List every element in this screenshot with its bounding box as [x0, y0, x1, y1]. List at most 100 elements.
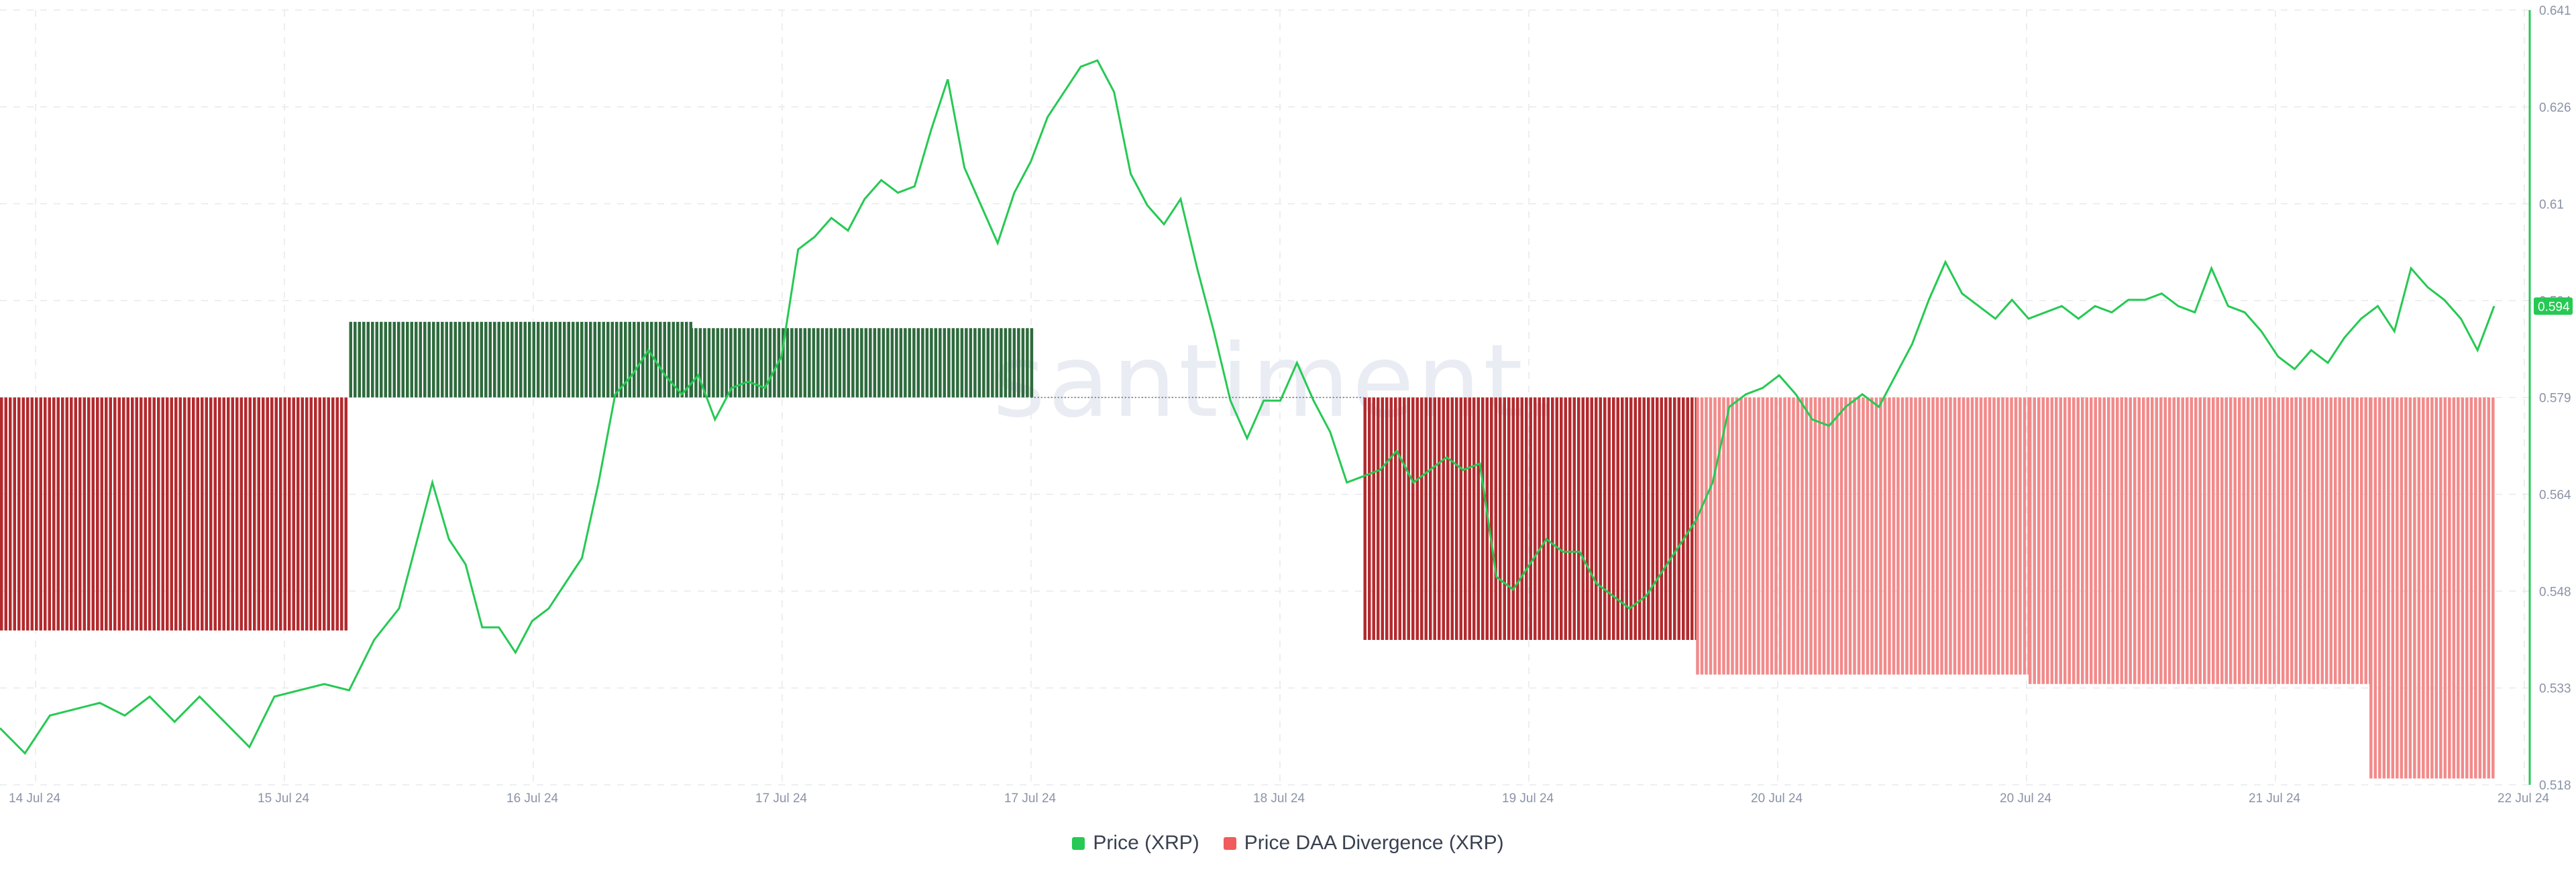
- divergence-bar: [48, 397, 51, 631]
- divergence-bar: [1398, 397, 1402, 641]
- divergence-bar: [820, 328, 824, 398]
- divergence-bar: [1450, 397, 1454, 641]
- divergence-bar: [2417, 397, 2421, 779]
- divergence-bar: [371, 321, 374, 398]
- divergence-bar: [633, 321, 636, 398]
- y-tick-label: 0.533: [2539, 682, 2571, 696]
- divergence-bar: [96, 397, 99, 631]
- divergence-bar: [2281, 397, 2285, 684]
- divergence-bar: [960, 328, 964, 398]
- divergence-bar: [2286, 397, 2289, 684]
- divergence-bar: [1770, 397, 1774, 675]
- divergence-bar: [2185, 397, 2189, 684]
- divergence-bar: [973, 328, 977, 398]
- divergence-bar: [2216, 397, 2219, 684]
- divergence-bar: [2259, 397, 2263, 684]
- divergence-bar: [70, 397, 73, 631]
- divergence-bar: [1774, 397, 1778, 675]
- divergence-bar: [117, 397, 121, 631]
- divergence-bar: [1866, 397, 1870, 675]
- divergence-bar: [799, 328, 802, 398]
- divergence-bar: [445, 321, 449, 398]
- divergence-bar: [1656, 397, 1659, 641]
- divergence-bar: [449, 321, 453, 398]
- divergence-bar: [747, 328, 750, 398]
- x-axis-ticks: 14 Jul 24 15 Jul 24 16 Jul 24 17 Jul 24 17 J…: [9, 792, 2550, 806]
- divergence-bar: [1766, 397, 1769, 675]
- divergence-bar: [1008, 328, 1012, 398]
- divergence-bar: [1870, 397, 1874, 675]
- divergence-bar: [1411, 397, 1415, 641]
- divergence-bar: [712, 328, 715, 398]
- divergence-bar: [951, 328, 955, 398]
- divergence-bar: [1012, 328, 1016, 398]
- divergence-bar: [1988, 397, 1992, 675]
- divergence-bar: [17, 397, 21, 631]
- divergence-bar: [1944, 397, 1948, 675]
- divergence-bar: [934, 328, 938, 398]
- divergence-bar: [39, 397, 42, 631]
- divergence-bar: [2094, 397, 2097, 684]
- divergence-bar: [1940, 397, 1943, 675]
- divergence-bar: [1455, 397, 1458, 641]
- divergence-bar: [415, 321, 418, 398]
- divergence-bar: [694, 328, 698, 398]
- divergence-bar: [549, 321, 553, 398]
- legend-item-price[interactable]: Price (XRP): [1072, 832, 1199, 855]
- legend-item-divergence[interactable]: Price DAA Divergence (XRP): [1223, 832, 1504, 855]
- divergence-bar: [105, 397, 108, 631]
- divergence-bar: [2211, 397, 2215, 684]
- divergence-bar: [986, 328, 990, 398]
- divergence-bar: [292, 397, 295, 631]
- divergence-bar: [1731, 397, 1734, 675]
- divergence-bar: [1739, 397, 1743, 675]
- divergence-bar: [1935, 397, 1939, 675]
- divergence-bar: [663, 321, 667, 398]
- divergence-bar: [244, 397, 248, 631]
- divergence-bar: [183, 397, 186, 631]
- divergence-bar: [2359, 397, 2363, 684]
- divergence-bar: [899, 328, 903, 398]
- divergence-bar: [716, 328, 720, 398]
- divergence-bar: [576, 321, 580, 398]
- x-tick-label: 14 Jul 24: [9, 792, 61, 806]
- divergence-bar: [2430, 397, 2434, 779]
- divergence-bar: [152, 397, 156, 631]
- divergence-bar: [2041, 397, 2045, 684]
- divergence-bar: [109, 397, 112, 631]
- divergence-bar: [1975, 397, 1978, 675]
- divergence-bar: [619, 321, 623, 398]
- divergence-bar: [432, 321, 435, 398]
- divergence-bar: [458, 321, 462, 398]
- divergence-bar: [1874, 397, 1878, 675]
- divergence-bar: [523, 321, 527, 398]
- divergence-bar: [794, 328, 798, 398]
- divergence-bar: [2268, 397, 2271, 684]
- divergence-bar: [335, 397, 339, 631]
- divergence-bar: [1407, 397, 1411, 641]
- divergence-bar: [467, 321, 470, 398]
- divergence-bar: [1900, 397, 1904, 675]
- divergence-bar: [1953, 397, 1957, 675]
- divergence-bar: [1996, 397, 2000, 675]
- divergence-bar: [1625, 397, 1629, 641]
- divergence-bar: [698, 328, 702, 398]
- divergence-bar: [2229, 397, 2233, 684]
- divergence-bar: [35, 397, 38, 631]
- divergence-bar: [2146, 397, 2149, 684]
- divergence-bar: [1822, 397, 1826, 675]
- divergence-bar: [1690, 397, 1694, 641]
- divergence-bar: [170, 397, 173, 631]
- divergence-bar: [131, 397, 134, 631]
- divergence-bar: [1030, 328, 1034, 398]
- divergence-bar: [2068, 397, 2071, 684]
- divergence-bar: [380, 321, 383, 398]
- divergence-bar: [2400, 397, 2404, 779]
- divergence-bar: [2382, 397, 2386, 779]
- divergence-bar: [1879, 397, 1882, 675]
- divergence-bar: [1420, 397, 1424, 641]
- divergence-bar: [354, 321, 357, 398]
- divergence-bar: [1923, 397, 1926, 675]
- divergence-bar: [2220, 397, 2224, 684]
- divergence-bar: [1612, 397, 1615, 641]
